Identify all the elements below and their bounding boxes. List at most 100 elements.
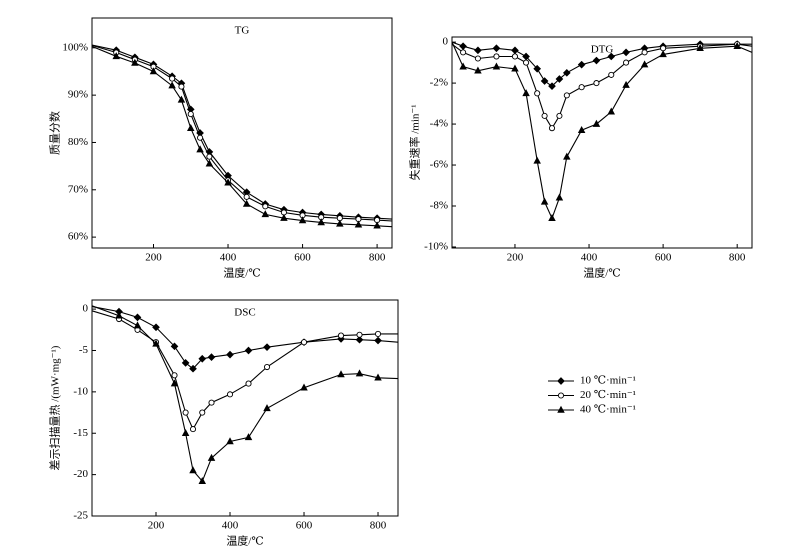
marker — [224, 178, 232, 186]
legend-marker — [557, 377, 565, 385]
marker — [474, 55, 481, 62]
marker — [607, 52, 616, 61]
y-tick-label: -6% — [430, 159, 448, 171]
series-line — [91, 45, 393, 228]
marker — [623, 59, 630, 66]
y-axis-label: 失重速率 /min⁻¹ — [408, 104, 422, 180]
marker — [207, 353, 216, 361]
marker — [459, 42, 467, 51]
marker — [592, 56, 601, 65]
marker — [659, 50, 667, 58]
marker — [556, 112, 563, 119]
marker — [460, 49, 467, 56]
marker — [115, 311, 123, 319]
marker — [548, 82, 556, 91]
marker — [261, 210, 270, 218]
y-tick-label: 0 — [83, 303, 89, 315]
y-tick-label: -20 — [73, 468, 88, 480]
marker — [492, 62, 501, 70]
marker — [244, 346, 253, 355]
marker — [112, 52, 120, 60]
y-tick-label: -10% — [424, 241, 448, 253]
x-tick-label: 600 — [294, 252, 311, 264]
marker — [354, 220, 363, 228]
x-tick-label: 400 — [220, 252, 237, 264]
marker — [374, 330, 382, 337]
marker — [131, 58, 139, 66]
marker — [198, 354, 207, 363]
x-tick-label: 200 — [145, 252, 162, 264]
marker — [459, 62, 467, 70]
y-tick-label: -10 — [73, 385, 88, 397]
marker — [641, 49, 648, 56]
marker — [208, 399, 215, 406]
marker — [533, 64, 542, 73]
x-tick-label: 800 — [729, 252, 746, 264]
plot-frame — [91, 299, 399, 517]
y-tick-label: 80% — [68, 136, 88, 148]
marker — [197, 134, 204, 141]
marker — [474, 66, 482, 74]
chart-title: TG — [235, 25, 250, 37]
marker — [492, 44, 501, 53]
marker — [593, 80, 600, 87]
x-tick-label: 200 — [148, 520, 165, 532]
marker — [206, 153, 213, 160]
legend-marker — [557, 392, 565, 399]
x-tick-label: 400 — [222, 520, 239, 532]
marker — [563, 92, 570, 99]
marker — [189, 466, 197, 474]
marker — [196, 145, 204, 153]
marker — [317, 218, 325, 226]
marker — [592, 119, 601, 127]
chart-title: DSC — [234, 307, 255, 319]
marker — [133, 313, 142, 322]
y-tick-label: 0 — [443, 36, 449, 48]
marker — [577, 125, 586, 133]
marker — [548, 125, 556, 132]
y-tick-label: -25 — [73, 510, 88, 522]
marker — [578, 84, 585, 91]
marker — [474, 46, 482, 55]
marker — [522, 89, 530, 97]
marker — [511, 46, 519, 55]
marker — [300, 339, 308, 346]
marker — [187, 111, 194, 118]
marker — [511, 53, 519, 60]
x-tick-label: 400 — [581, 252, 598, 264]
marker — [178, 83, 185, 90]
marker — [608, 71, 615, 78]
marker — [533, 156, 541, 164]
marker — [181, 428, 190, 436]
x-axis-label: 温度/℃ — [223, 266, 260, 280]
marker — [168, 81, 176, 89]
plot-frame — [451, 36, 753, 249]
x-tick-label: 600 — [655, 252, 672, 264]
marker — [541, 112, 548, 119]
y-tick-label: -8% — [430, 200, 448, 212]
marker — [226, 437, 234, 445]
marker — [622, 48, 630, 57]
marker — [189, 364, 197, 373]
marker — [152, 323, 160, 332]
y-tick-label: -4% — [430, 118, 448, 130]
marker — [205, 159, 214, 167]
marker — [182, 409, 189, 416]
chart-title: DTG — [591, 44, 614, 56]
marker — [263, 404, 271, 412]
y-tick-label: 100% — [62, 41, 88, 53]
marker — [373, 221, 381, 229]
marker — [263, 363, 271, 371]
marker — [374, 336, 382, 345]
marker — [374, 373, 382, 381]
marker — [696, 44, 704, 52]
marker — [169, 75, 176, 82]
y-axis-label: 质量分数 — [49, 111, 62, 155]
x-tick-label: 800 — [369, 252, 386, 264]
x-tick-label: 600 — [296, 520, 313, 532]
marker — [607, 107, 616, 115]
legend-label: 20 ℃·min⁻¹ — [580, 389, 636, 401]
y-tick-label: -15 — [73, 427, 88, 439]
marker — [170, 342, 179, 351]
marker — [355, 335, 364, 344]
